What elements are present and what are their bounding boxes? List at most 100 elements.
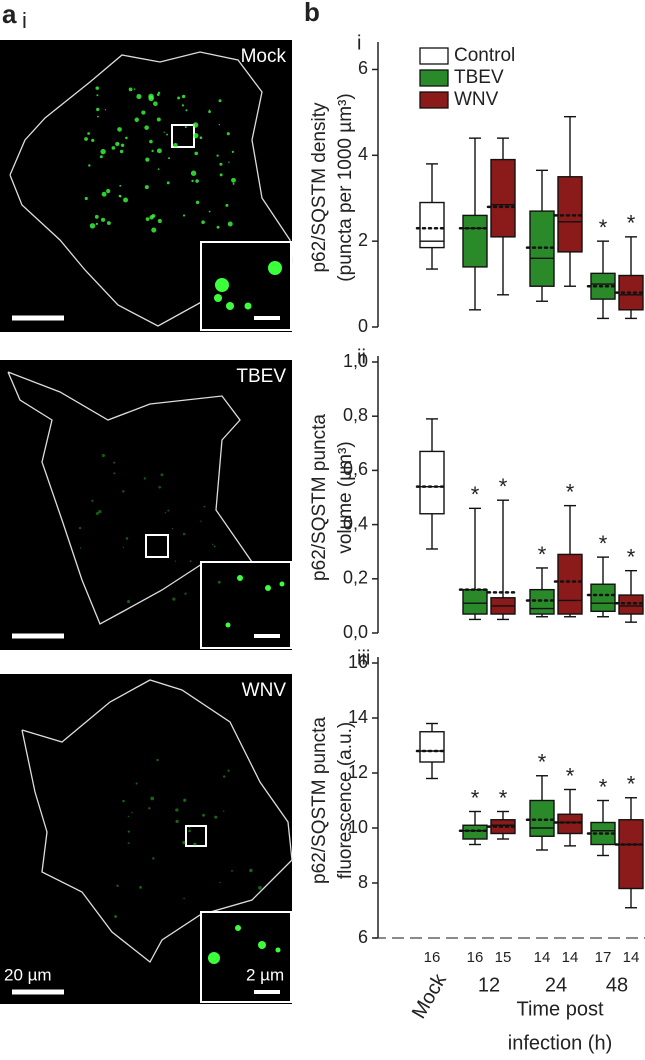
punctum	[84, 196, 88, 201]
significance: *	[538, 542, 547, 567]
punctum	[89, 223, 96, 229]
punctum	[218, 124, 221, 126]
punctum	[166, 181, 170, 185]
y-tick-label: 0,4	[343, 513, 368, 533]
punctum	[213, 545, 216, 548]
punctum	[167, 509, 170, 512]
punctum	[214, 815, 218, 819]
punctum	[163, 131, 165, 133]
punctum	[97, 115, 99, 118]
punctum	[94, 214, 99, 219]
punctum	[231, 150, 234, 153]
x-axis-label: infection (h)	[508, 1032, 613, 1054]
punctum	[145, 157, 150, 162]
punctum	[175, 808, 179, 812]
punctum	[214, 294, 222, 302]
x-axis-label: Time post	[516, 998, 604, 1020]
punctum	[175, 819, 179, 823]
punctum	[202, 813, 205, 817]
punctum	[215, 278, 229, 292]
panel-roman: ii	[357, 346, 366, 368]
punctum	[101, 191, 107, 197]
punctum	[87, 132, 91, 135]
box	[557, 553, 583, 615]
punctum	[166, 133, 168, 136]
cell-outline	[9, 51, 293, 327]
y-axis-label: p62/SQSTM density	[309, 102, 330, 273]
punctum	[182, 214, 186, 217]
legend-swatch	[419, 91, 449, 109]
punctum	[106, 221, 111, 226]
punctum	[125, 136, 128, 140]
y-axis-label: volume (µm³)	[335, 441, 356, 553]
punctum	[101, 453, 106, 458]
box	[419, 450, 445, 515]
image-label: TBEV	[236, 366, 286, 387]
punctum	[144, 125, 149, 130]
punctum	[218, 99, 222, 103]
panel-roman: iii	[357, 647, 370, 669]
punctum	[249, 868, 253, 873]
punctum	[188, 826, 191, 828]
x-tick-label: 12	[478, 974, 500, 996]
punctum	[191, 179, 194, 183]
scale-label: 20 µm	[4, 965, 52, 984]
punctum	[208, 210, 211, 213]
punctum	[159, 591, 161, 593]
punctum	[156, 93, 160, 96]
legend-label: TBEV	[454, 67, 504, 88]
punctum	[156, 758, 159, 762]
legend-label: Control	[454, 45, 515, 66]
punctum	[219, 173, 223, 177]
punctum	[244, 302, 252, 310]
significance: *	[627, 772, 636, 797]
punctum	[136, 94, 142, 100]
significance: *	[599, 531, 608, 556]
punctum	[203, 505, 206, 508]
image-label: WNV	[242, 680, 287, 701]
cell-outline	[21, 679, 293, 963]
punctum	[151, 149, 154, 153]
punctum	[226, 302, 234, 310]
punctum	[156, 148, 162, 154]
punctum	[182, 840, 186, 845]
y-tick-label: 10	[348, 817, 368, 837]
punctum	[232, 182, 235, 185]
y-tick-label: 14	[348, 707, 368, 727]
inset	[200, 561, 292, 649]
roi-box	[185, 825, 207, 847]
y-tick-label: 6	[358, 58, 368, 78]
punctum	[151, 227, 157, 233]
box	[618, 819, 644, 890]
punctum	[113, 472, 116, 475]
y-tick-label: 2	[358, 230, 368, 250]
box	[462, 214, 488, 268]
punctum	[84, 137, 88, 141]
punctum	[195, 200, 200, 205]
panel-roman: i	[357, 32, 361, 54]
count-label: 14	[623, 949, 640, 966]
significance: *	[627, 211, 636, 236]
punctum	[201, 220, 205, 225]
punctum	[279, 581, 285, 587]
punctum	[227, 221, 233, 227]
punctum	[120, 143, 125, 148]
significance: *	[599, 774, 608, 799]
punctum	[157, 218, 162, 224]
punctum	[91, 138, 95, 142]
punctum	[171, 527, 174, 530]
y-axis-label: p62/SQSTM puncta	[309, 717, 330, 884]
punctum	[231, 870, 233, 872]
punctum	[139, 886, 142, 889]
panel-letter: a	[2, 0, 17, 29]
punctum	[268, 261, 282, 275]
punctum	[114, 915, 117, 918]
punctum	[194, 151, 199, 156]
punctum	[212, 543, 214, 546]
punctum	[156, 117, 161, 122]
punctum	[127, 830, 130, 833]
punctum	[219, 162, 223, 166]
punctum	[122, 546, 125, 549]
punctum	[135, 782, 138, 785]
punctum	[227, 769, 230, 772]
